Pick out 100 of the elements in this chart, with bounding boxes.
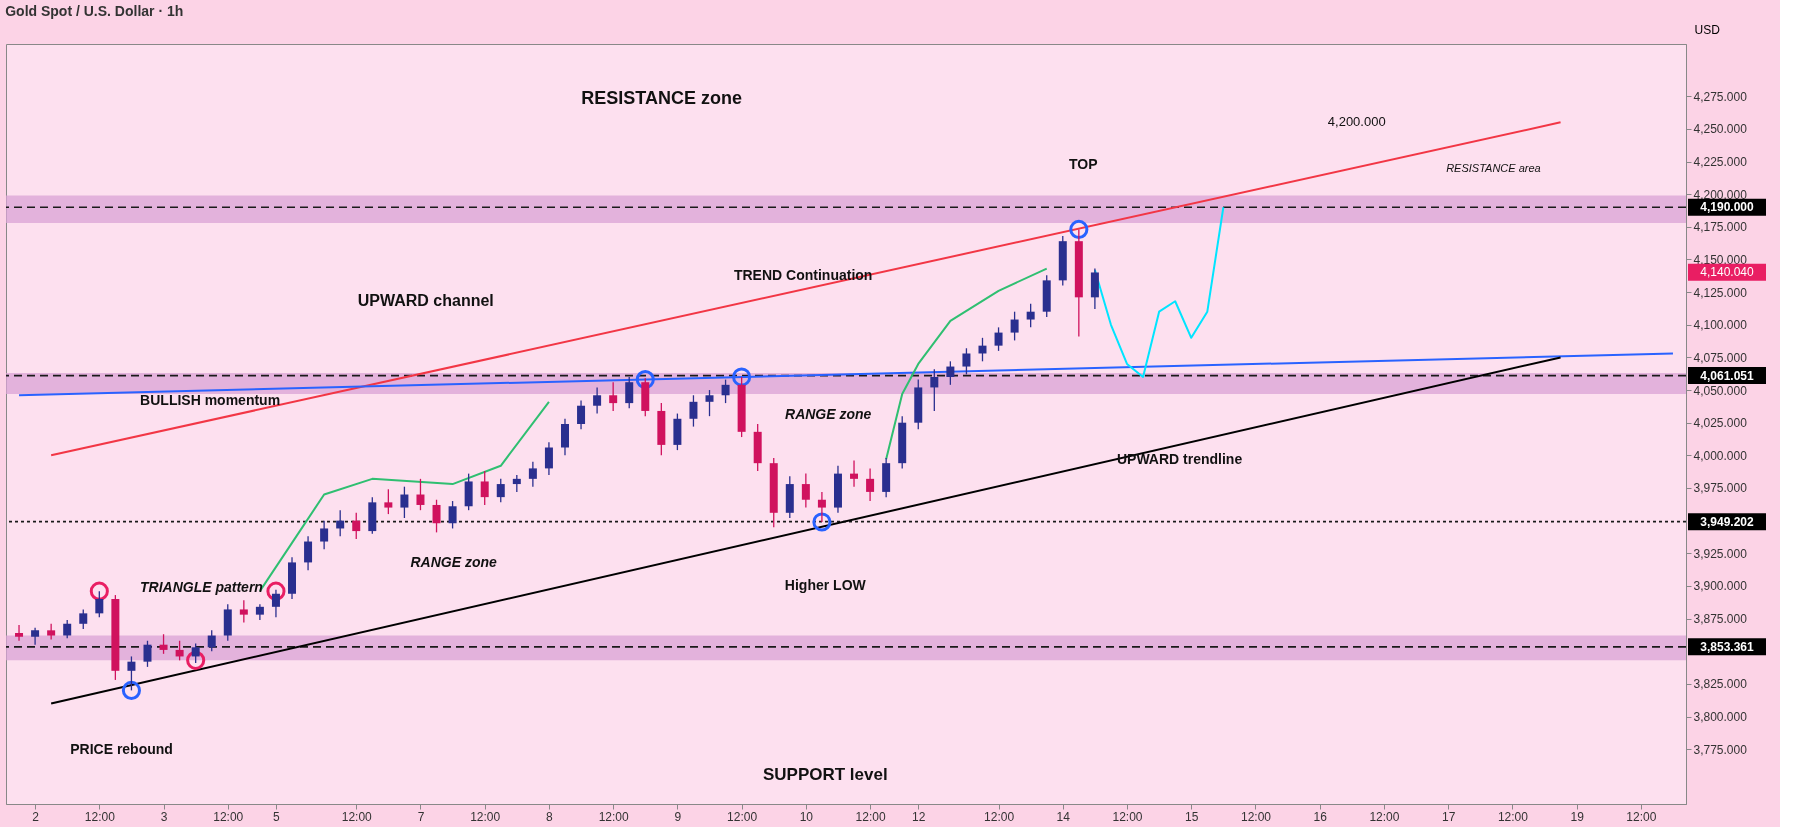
annotation: TREND Continuation	[733, 267, 873, 284]
candlestick	[625, 376, 634, 409]
x-tick-label: 2	[32, 809, 40, 824]
candlestick	[817, 491, 826, 523]
candlestick	[946, 360, 955, 386]
candlestick	[159, 633, 168, 655]
x-tick-label: 14	[1056, 809, 1071, 824]
candlestick	[79, 608, 88, 630]
point	[812, 512, 832, 532]
ref-line-label: 3,853.361	[1700, 639, 1755, 654]
x-tick-label: 12:00	[341, 809, 373, 824]
candlestick	[143, 640, 152, 668]
point	[732, 367, 752, 387]
point	[1069, 219, 1089, 239]
y-tick-label: 4,000.000	[1693, 448, 1748, 463]
candlestick	[416, 478, 425, 511]
y-tick-label: 3,875.000	[1693, 612, 1748, 627]
x-tick-label: 12:00	[1240, 809, 1272, 824]
candlestick	[304, 535, 313, 571]
y-tick-label: 4,025.000	[1693, 416, 1748, 431]
candlestick	[994, 326, 1003, 352]
ref-line-label: 4,061.051	[1700, 368, 1755, 383]
x-tick-label: 12:00	[1497, 809, 1529, 824]
y-tick-label: 4,050.000	[1693, 383, 1748, 398]
x-tick-label: 12	[912, 809, 926, 824]
candlestick	[15, 624, 24, 642]
annotation: RESISTANCE zone	[581, 88, 742, 109]
annotation: PRICE rebound	[70, 740, 173, 757]
x-tick-label: 12:00	[1112, 809, 1143, 824]
candlestick	[577, 399, 586, 430]
candlestick	[544, 441, 553, 476]
candlestick	[801, 472, 810, 509]
candlestick	[400, 486, 409, 519]
annotation: TOP	[1069, 155, 1098, 172]
line-series	[885, 267, 1048, 461]
chart-title: Gold Spot / U.S. Dollar · 1h	[5, 3, 184, 19]
annotation: RESISTANCE area	[1446, 161, 1541, 174]
x-tick-label: 12:00	[470, 809, 501, 824]
annotation: SUPPORT level	[762, 765, 888, 785]
y-tick-label: 4,125.000	[1693, 285, 1748, 300]
ref-line-label: 3,949.202	[1700, 514, 1755, 529]
y-tick-label: 4,150.000	[1693, 252, 1748, 267]
x-tick-label: 12:00	[1369, 809, 1400, 824]
x-tick-label: 7	[417, 809, 425, 824]
x-tick-label: 9	[674, 809, 682, 824]
x-tick-label: 15	[1185, 809, 1199, 824]
point	[121, 680, 141, 700]
y-tick-label: 4,075.000	[1693, 350, 1748, 365]
candlestick	[705, 389, 714, 417]
candlestick	[31, 627, 40, 646]
candlestick	[593, 386, 602, 415]
y-tick-label: 4,200.000	[1693, 187, 1748, 202]
x-tick-label: 12:00	[598, 809, 629, 824]
candlestick	[850, 459, 859, 488]
annotation: RANGE zone	[785, 405, 872, 422]
candlestick	[1010, 311, 1019, 342]
x-tick-label: 16	[1313, 809, 1328, 824]
candlestick	[496, 478, 505, 503]
candlestick	[560, 418, 569, 456]
y-tick-label: 4,275.000	[1693, 89, 1748, 104]
candlestick	[930, 368, 939, 412]
candlestick	[528, 461, 537, 488]
x-tick-label: 3	[160, 809, 168, 824]
x-tick-label: 17	[1441, 809, 1456, 824]
point	[266, 581, 286, 601]
x-tick-label: 19	[1570, 809, 1585, 824]
y-tick-label: 3,825.000	[1693, 677, 1748, 692]
y-tick-label: 3,925.000	[1693, 546, 1748, 561]
candlestick	[962, 347, 971, 376]
text: 4,140.040	[1700, 265, 1755, 280]
candlestick	[320, 519, 329, 551]
x-tick-label: 5	[273, 809, 281, 824]
annotation: BULLISH momentum	[140, 391, 281, 408]
x-tick-label: 8	[546, 809, 554, 824]
y-tick-label: 4,175.000	[1693, 220, 1748, 235]
candlestick	[175, 640, 184, 662]
point	[186, 650, 206, 670]
y-tick-label: 3,900.000	[1693, 579, 1748, 594]
annotation: UPWARD channel	[357, 292, 494, 310]
candlestick	[609, 381, 618, 412]
x-tick-label: 12:00	[213, 809, 244, 824]
annotation: TRIANGLE pattern	[139, 579, 263, 596]
y-tick-label: 4,250.000	[1693, 122, 1748, 137]
x-tick-label: 12:00	[984, 809, 1015, 824]
candlestick	[352, 512, 361, 540]
candlestick	[480, 470, 489, 506]
candlestick	[95, 590, 104, 618]
annotation: UPWARD trendline	[1116, 450, 1243, 467]
y-tick-label: 3,775.000	[1693, 742, 1748, 757]
candlestick	[191, 642, 200, 664]
candlestick	[689, 394, 698, 428]
y-tick-label: 4,100.000	[1693, 318, 1748, 333]
candlestick	[1026, 303, 1035, 329]
candlestick	[63, 619, 72, 639]
y-tick-label: 4,225.000	[1693, 155, 1748, 170]
x-tick-label: 12:00	[855, 809, 886, 824]
x-tick-label: 12:00	[727, 809, 758, 824]
y-tick-label: 3,800.000	[1693, 710, 1748, 725]
point	[89, 581, 109, 601]
candlestick	[432, 499, 441, 534]
